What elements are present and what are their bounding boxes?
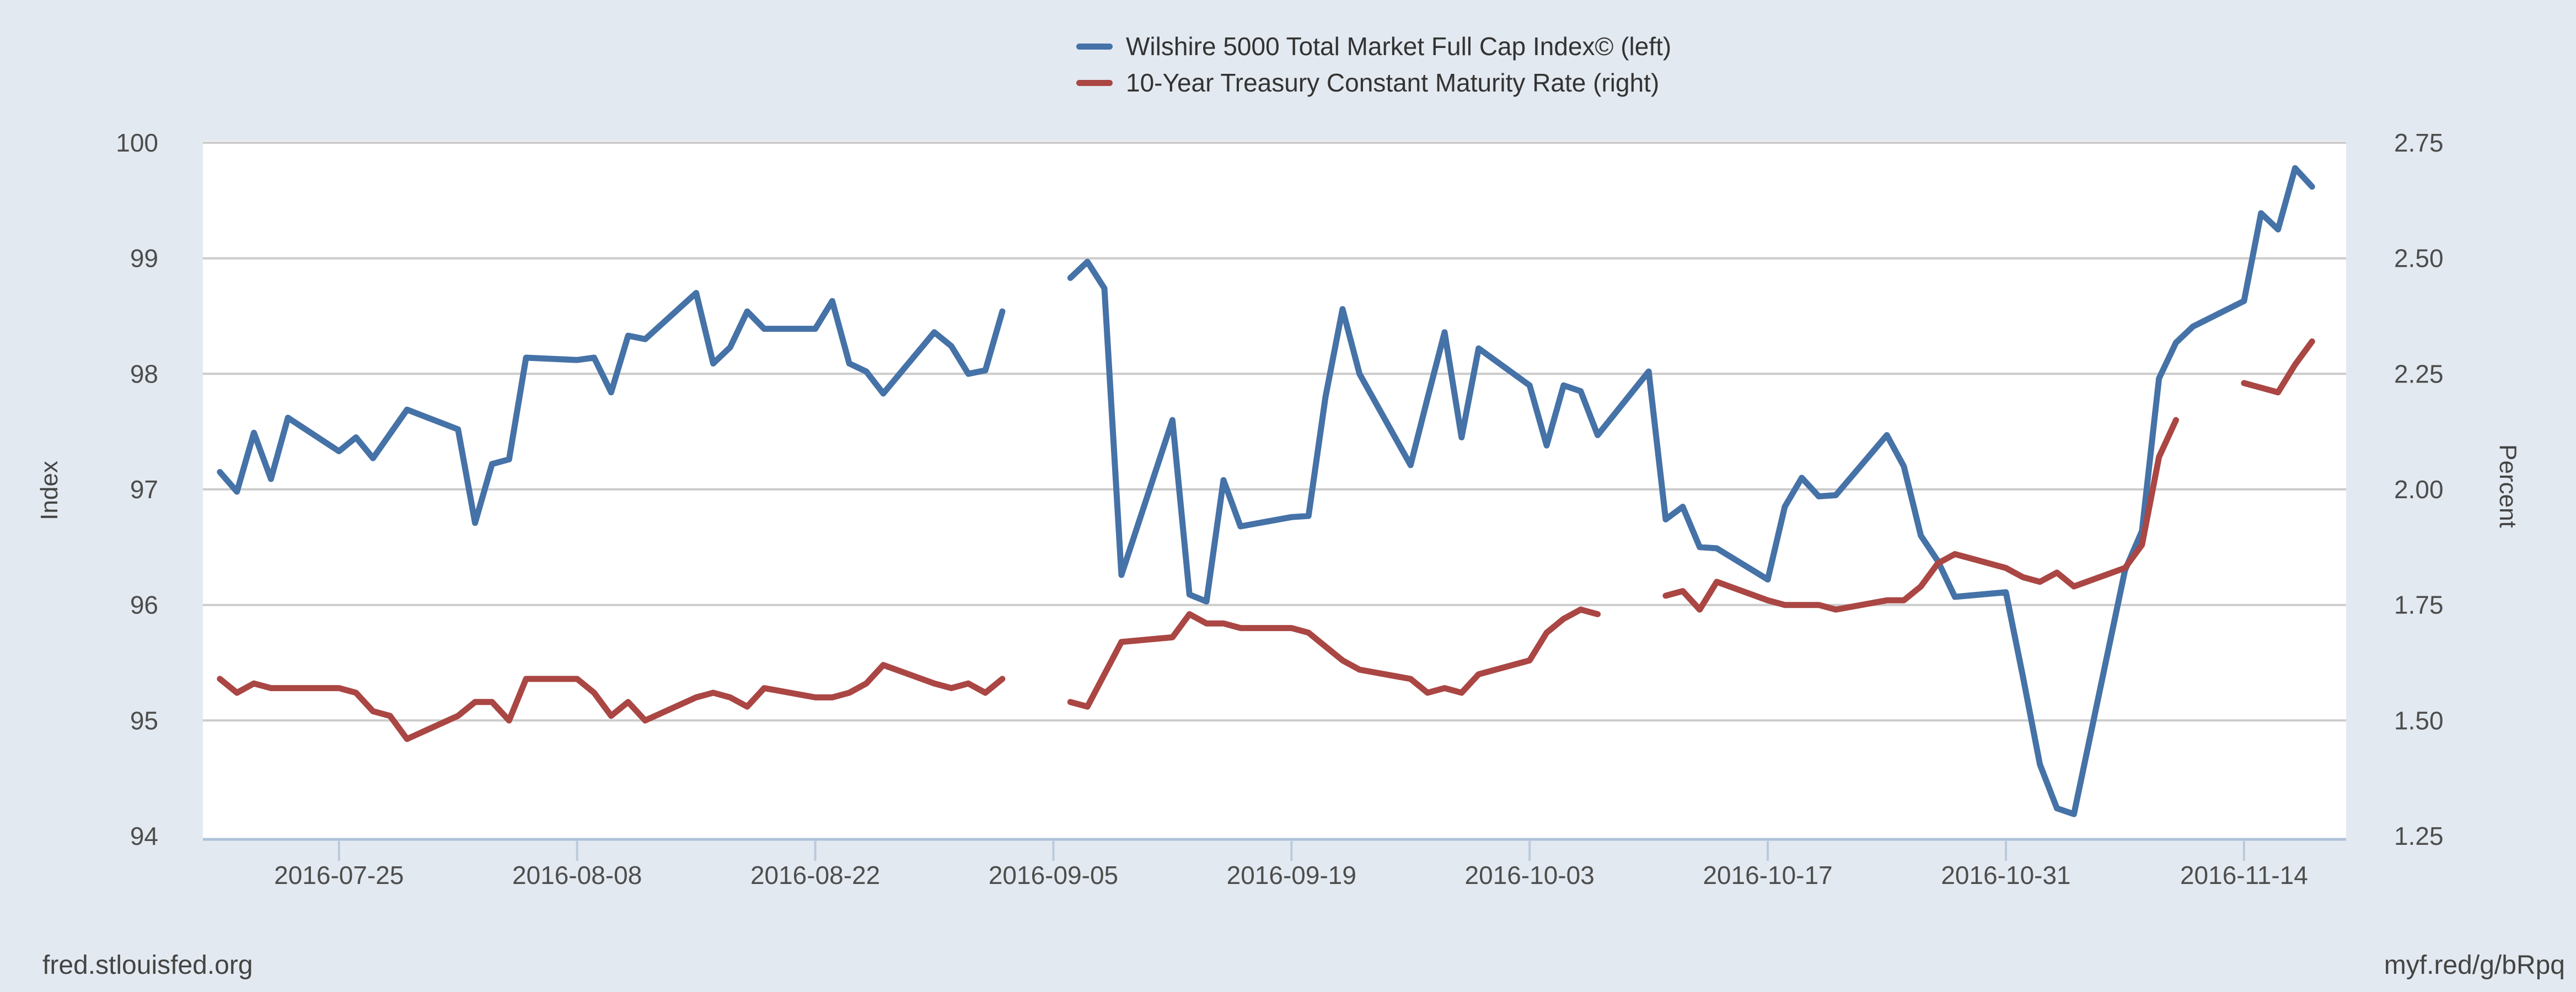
legend-item-treasury: 10-Year Treasury Constant Maturity Rate … <box>1076 67 1659 98</box>
left-axis-title: Index <box>36 461 63 520</box>
x-axis-tick-label: 2016-09-05 <box>989 861 1118 889</box>
wilshire-series-swatch-icon <box>1076 43 1113 50</box>
y-axis-left-tick-label: 99 <box>130 244 158 273</box>
treasury-series-swatch-icon <box>1076 79 1113 86</box>
legend-item-wilshire: Wilshire 5000 Total Market Full Cap Inde… <box>1076 31 1671 62</box>
y-axis-right-tick-label: 2.00 <box>2394 475 2444 504</box>
chart-legend: Wilshire 5000 Total Market Full Cap Inde… <box>1076 31 1671 104</box>
right-axis-title: Percent <box>2494 444 2521 528</box>
legend-label-wilshire: Wilshire 5000 Total Market Full Cap Inde… <box>1126 32 1672 61</box>
y-axis-left-tick-label: 95 <box>130 706 158 735</box>
y-axis-left-tick-label: 98 <box>130 359 158 388</box>
y-axis-right-tick-label: 1.25 <box>2394 822 2444 850</box>
y-axis-left-tick-label: 100 <box>116 128 158 157</box>
10-year-treasury-rate-line[interactable] <box>217 338 2315 742</box>
y-axis-right-tick-label: 2.75 <box>2394 128 2444 157</box>
y-axis-left-tick-label: 96 <box>130 591 158 619</box>
x-axis-tick-label: 2016-08-22 <box>750 861 880 889</box>
y-axis-left-tick-label: 97 <box>130 475 158 504</box>
x-axis-tick-label: 2016-10-17 <box>1703 861 1832 889</box>
x-axis-tick-label: 2016-08-08 <box>512 861 642 889</box>
x-axis-tick-label: 2016-07-25 <box>274 861 404 889</box>
fred-url-link[interactable]: fred.stlouisfed.org <box>42 951 253 980</box>
x-axis-tick-label: 2016-10-31 <box>1941 861 2070 889</box>
short-url-link[interactable]: myf.red/g/bRpq <box>2384 951 2565 980</box>
y-axis-left-tick-label: 94 <box>130 822 158 850</box>
y-axis-right-tick-label: 2.50 <box>2394 244 2444 273</box>
x-axis-tick-label: 2016-10-03 <box>1465 861 1595 889</box>
x-axis-tick-label: 2016-09-19 <box>1227 861 1356 889</box>
y-axis-right-tick-label: 1.75 <box>2394 591 2444 619</box>
legend-label-treasury: 10-Year Treasury Constant Maturity Rate … <box>1126 68 1660 97</box>
y-axis-right-tick-label: 1.50 <box>2394 706 2444 735</box>
x-axis-tick-label: 2016-11-14 <box>2180 861 2308 889</box>
y-axis-right-tick-label: 2.25 <box>2394 359 2444 388</box>
